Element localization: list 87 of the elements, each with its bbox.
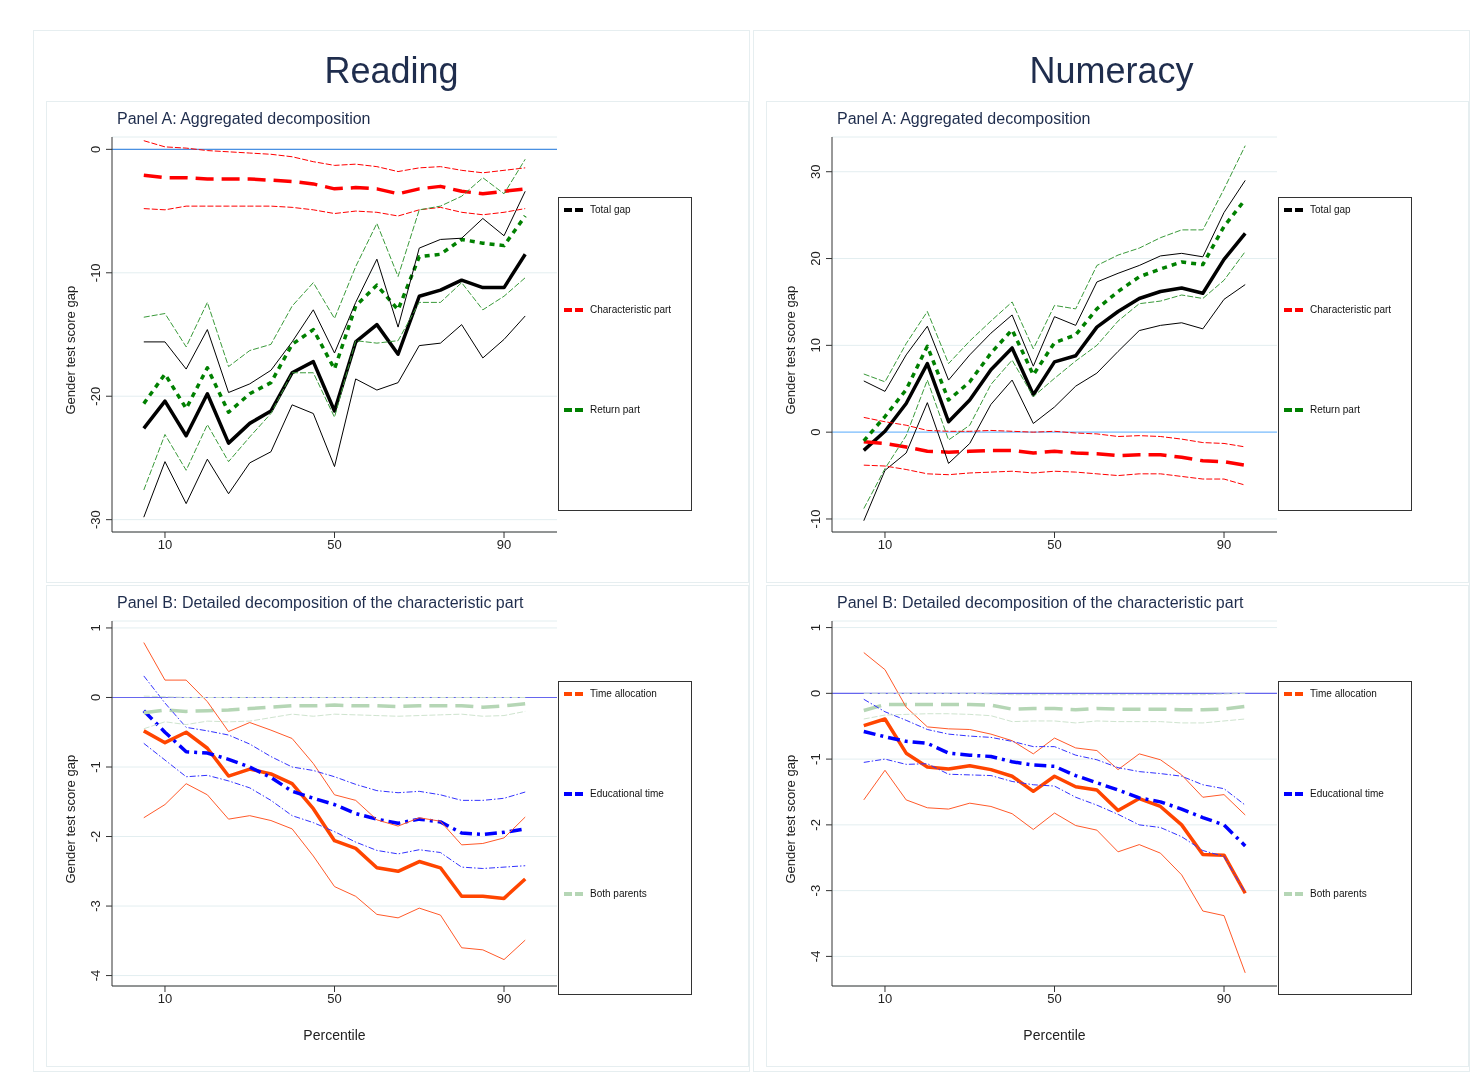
y-axis-title: Gender test score gap — [62, 754, 78, 884]
y-tick-label: -1 — [88, 761, 103, 773]
x-tick-label: 50 — [327, 537, 342, 553]
chart-subtitle: Panel B: Detailed decomposition of the characteristic part — [837, 594, 1244, 612]
legend-label: Return part — [590, 404, 641, 416]
line-series — [863, 713, 1246, 724]
y-axis-title: Gender test score gap — [782, 285, 798, 415]
line-series — [143, 783, 526, 961]
line-series — [863, 758, 1246, 894]
line-series — [863, 284, 1246, 522]
y-tick-label: 0 — [808, 689, 823, 697]
x-tick-label: 50 — [1047, 991, 1062, 1007]
y-axis-title: Gender test score gap — [782, 754, 798, 884]
line-series — [863, 145, 1246, 383]
line-series — [863, 652, 1246, 816]
y-tick-label: -3 — [808, 884, 823, 897]
line-series — [143, 277, 526, 491]
chart-title: Numeracy — [1028, 49, 1195, 91]
y-tick-label: 0 — [88, 145, 103, 153]
chart-subtitle: Panel B: Detailed decomposition of the characteristic part — [117, 594, 524, 612]
legend-label: Time allocation — [1310, 688, 1377, 700]
x-tick-label: 90 — [496, 537, 512, 553]
line-series — [863, 251, 1246, 510]
line-series — [143, 190, 526, 394]
line-series — [143, 675, 526, 801]
legend-label: Total gap — [590, 204, 631, 216]
legend-label: Both parents — [590, 888, 647, 900]
line-series — [863, 698, 1246, 806]
line-series — [143, 315, 526, 518]
line-series — [142, 252, 527, 445]
y-tick-label: -4 — [808, 950, 823, 963]
legend-label: Both parents — [1310, 888, 1367, 900]
chart-subtitle: Panel A: Aggregated decomposition — [837, 110, 1091, 128]
line-series — [143, 710, 526, 730]
y-tick-label: -3 — [88, 900, 103, 912]
y-tick-label: -2 — [808, 819, 823, 831]
y-tick-label: -20 — [88, 386, 103, 406]
x-axis-title: Percentile — [1023, 1027, 1086, 1043]
y-tick-label: -1 — [808, 753, 823, 765]
y-tick-label: 0 — [88, 693, 103, 702]
x-tick-label: 10 — [157, 537, 173, 553]
y-tick-label: 1 — [808, 623, 823, 632]
x-tick-label: 10 — [157, 991, 173, 1007]
line-series — [142, 214, 527, 415]
line-series — [142, 729, 527, 901]
chart-subtitle: Panel A: Aggregated decomposition — [117, 110, 371, 128]
x-tick-label: 50 — [327, 991, 342, 1007]
legend-label: Educational time — [590, 788, 664, 800]
line-series — [862, 231, 1247, 453]
y-tick-label: -30 — [88, 510, 103, 530]
line-series — [862, 439, 1247, 467]
y-tick-label: 0 — [808, 428, 823, 436]
x-tick-label: 90 — [1216, 991, 1232, 1007]
y-tick-label: 30 — [808, 164, 823, 179]
legend-label: Total gap — [1310, 204, 1351, 216]
line-series — [142, 701, 527, 715]
y-tick-label: 1 — [88, 624, 103, 632]
chart-title: Reading — [323, 49, 460, 91]
line-series — [863, 769, 1246, 974]
y-axis-title: Gender test score gap — [62, 285, 78, 415]
y-tick-label: 10 — [808, 338, 823, 353]
line-series — [863, 179, 1246, 392]
line-series — [143, 205, 526, 217]
line-series — [862, 717, 1247, 896]
line-series — [143, 140, 526, 174]
y-tick-label: -2 — [88, 830, 103, 843]
x-tick-label: 50 — [1047, 537, 1062, 553]
legend-label: Time allocation — [590, 688, 657, 700]
y-tick-label: -10 — [808, 509, 823, 529]
legend-label: Characteristic part — [590, 304, 672, 316]
y-tick-label: -10 — [88, 263, 103, 283]
x-tick-label: 90 — [496, 991, 512, 1007]
legend-label: Return part — [1310, 404, 1361, 416]
line-series — [143, 642, 526, 846]
x-tick-label: 10 — [877, 991, 893, 1007]
y-tick-label: 20 — [808, 251, 823, 266]
legend-label: Characteristic part — [1310, 304, 1392, 316]
line-series — [862, 729, 1247, 848]
x-axis-title: Percentile — [303, 1027, 366, 1043]
x-tick-label: 90 — [1216, 537, 1232, 553]
y-tick-label: -4 — [88, 969, 103, 982]
line-series — [143, 158, 526, 368]
legend-label: Educational time — [1310, 788, 1384, 800]
x-tick-label: 10 — [877, 537, 893, 553]
line-series — [143, 742, 526, 870]
line-series — [863, 464, 1246, 486]
line-series — [863, 416, 1246, 448]
